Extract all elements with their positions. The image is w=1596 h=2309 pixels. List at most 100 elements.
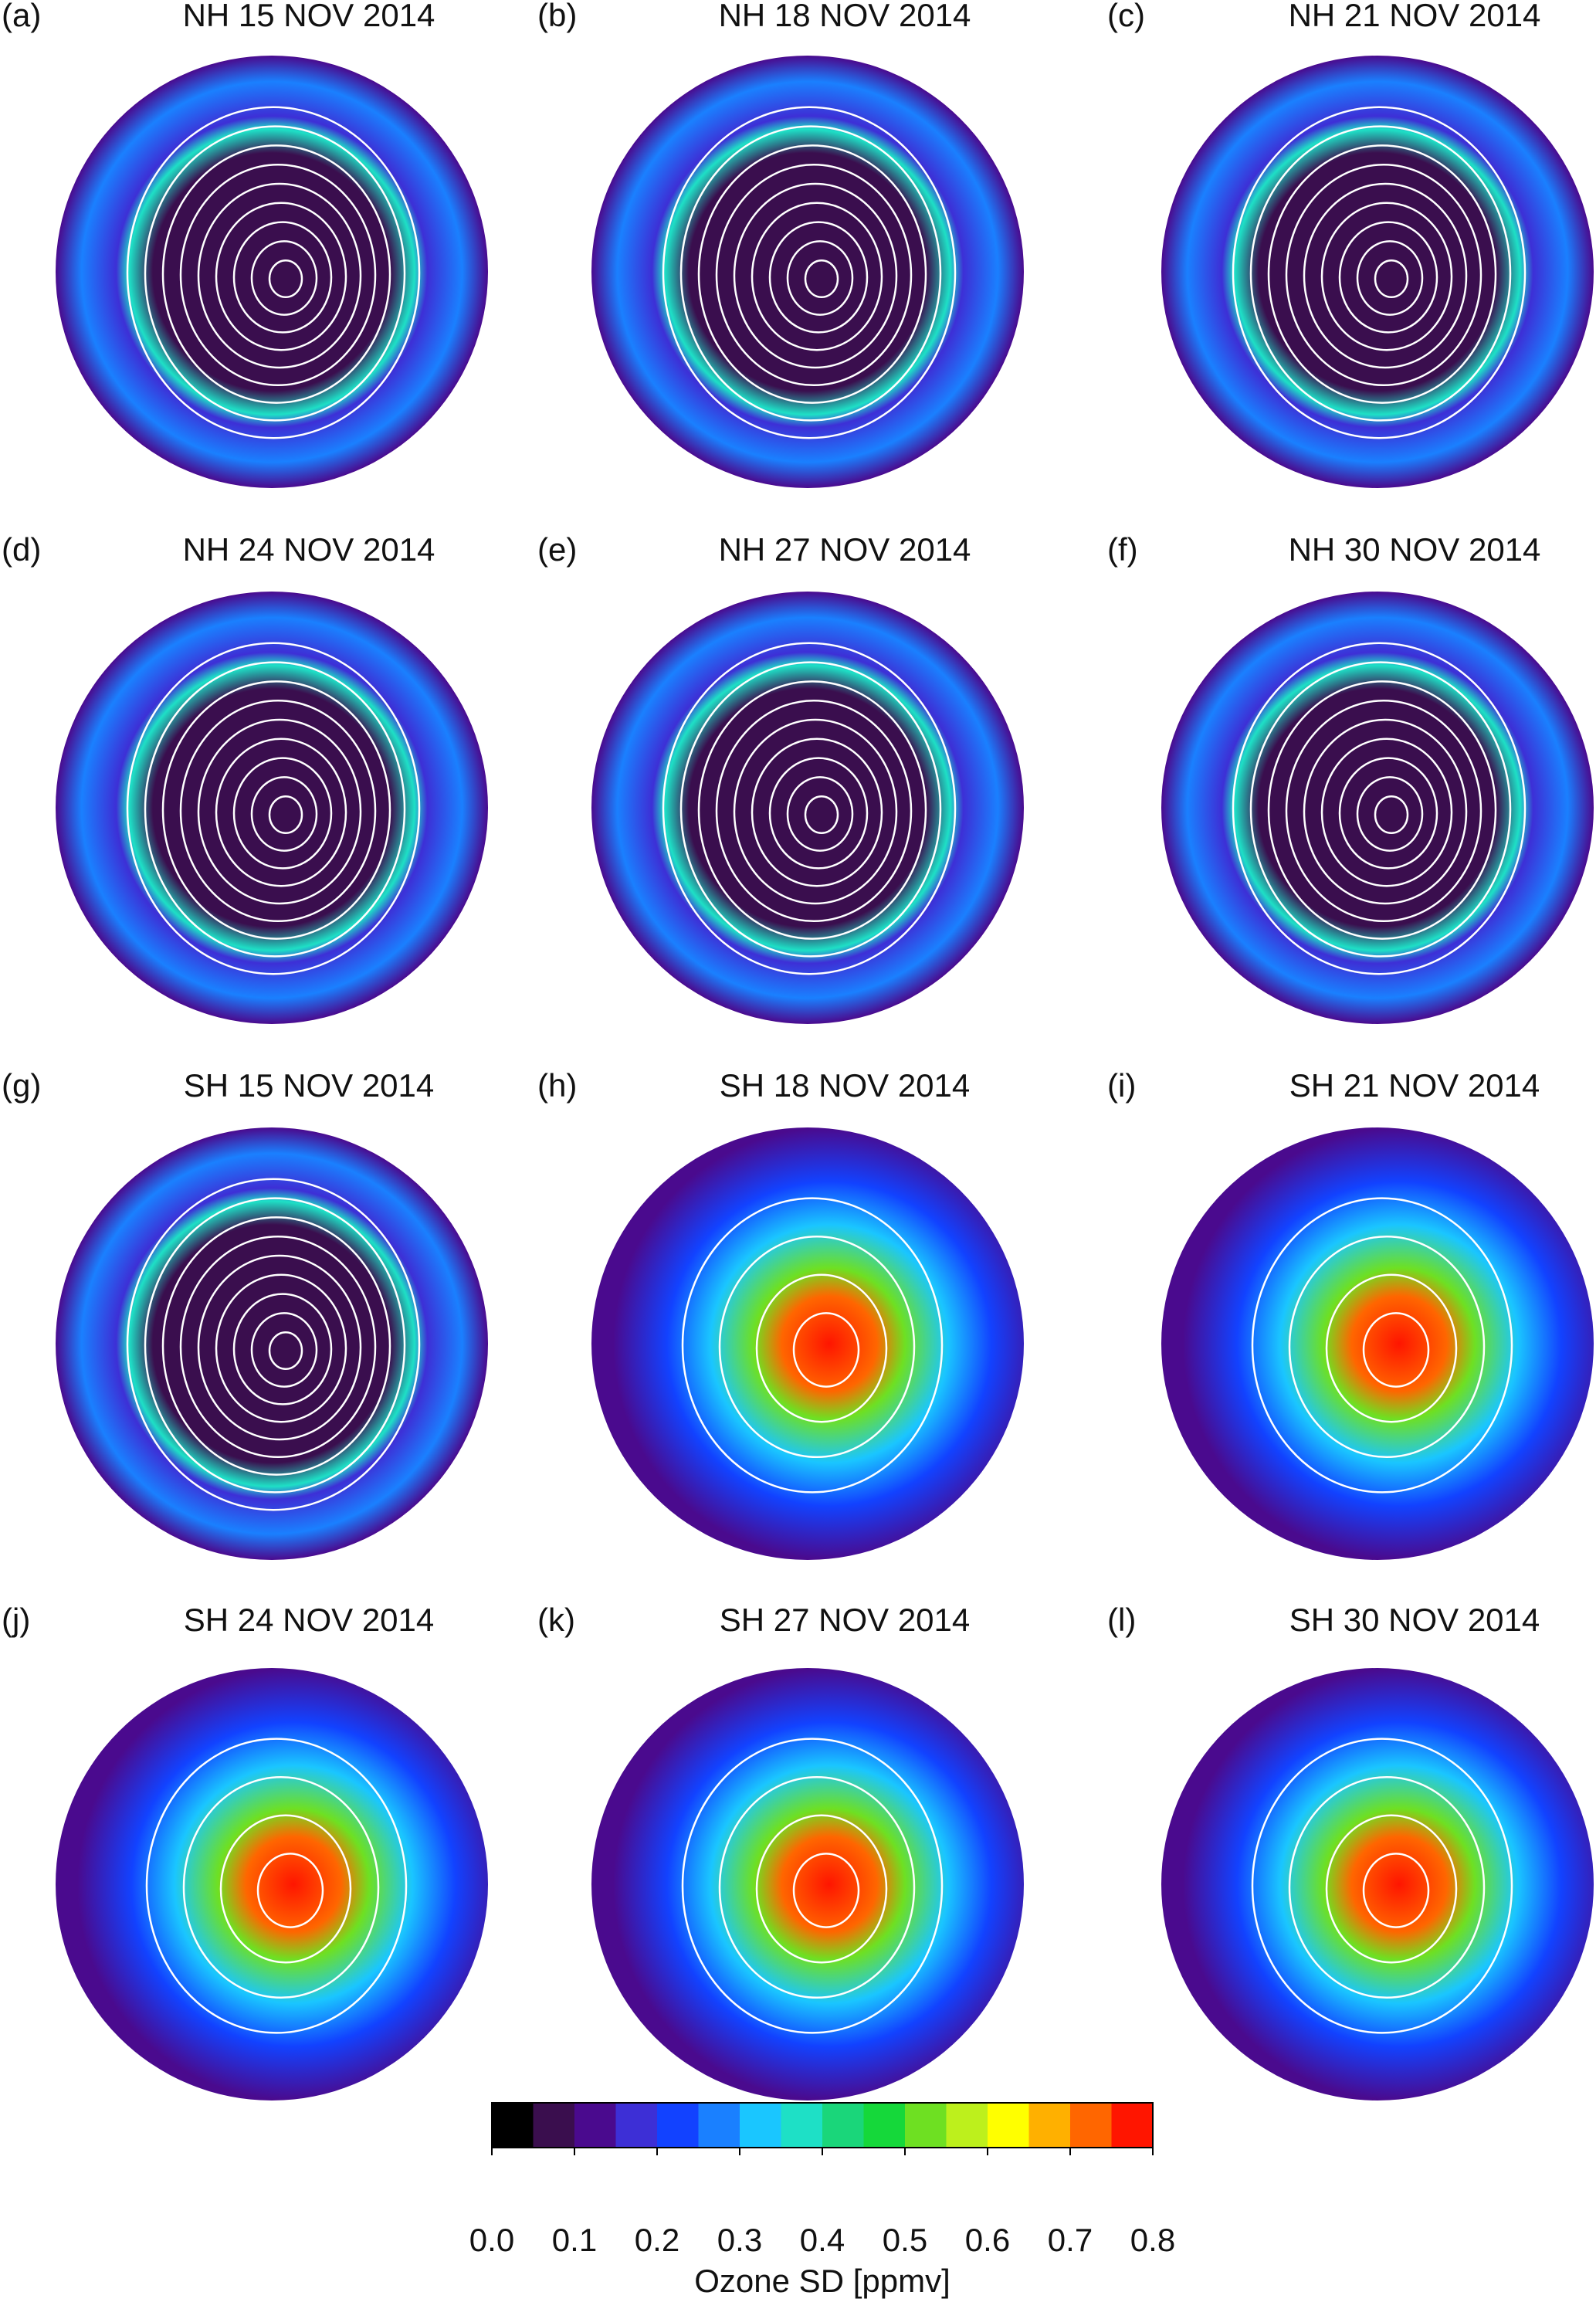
colorbar-tick-label: 0.4 [800, 2222, 845, 2258]
panel-title: NH 24 NOV 2014 [183, 531, 435, 568]
contour-line [697, 144, 927, 404]
colorbar-tick-label: 0.2 [635, 2222, 679, 2258]
contour-line [679, 125, 942, 422]
contour-line [1320, 202, 1453, 351]
panel: (i) SH 21 NOV 2014 [1107, 1067, 1594, 1560]
contour-line [1267, 680, 1497, 940]
panel: (g) SH 15 NOV 2014 [2, 1067, 488, 1560]
colorbar-cell [946, 2103, 988, 2148]
panel-label: (a) [2, 0, 41, 33]
polar-map [56, 1668, 488, 2100]
contour-line [161, 144, 391, 404]
contour-line [144, 125, 406, 422]
contour-line [1362, 1853, 1430, 1928]
polar-map [56, 1127, 488, 1560]
contour-line [755, 1814, 888, 1964]
panel-title: SH 24 NOV 2014 [184, 1602, 435, 1638]
contour-line [786, 776, 854, 852]
contour-line [250, 240, 318, 316]
colorbar-cell [698, 2103, 740, 2148]
contour-line [232, 757, 333, 870]
colorbar-tick-label: 0.3 [717, 2222, 762, 2258]
colorbar-cell [492, 2103, 534, 2148]
contour-line [662, 642, 957, 975]
polar-map [591, 1668, 1024, 2100]
panel: (a) NH 15 NOV 2014 [2, 0, 488, 488]
polar-map [56, 592, 488, 1024]
contour-line [182, 1775, 380, 1999]
panel-title: SH 27 NOV 2014 [720, 1602, 971, 1638]
contour-line [161, 680, 391, 940]
contour-line [792, 1853, 860, 1928]
contour-line [215, 1273, 347, 1423]
contour-line [250, 776, 318, 852]
panel: (e) NH 27 NOV 2014 [537, 531, 1024, 1024]
contour-line [268, 259, 303, 299]
contour-line [768, 757, 869, 870]
contour-line [733, 718, 898, 905]
contour-line [1288, 1775, 1486, 1999]
contour-line [179, 699, 377, 923]
contour-line [681, 1738, 944, 2034]
contour-line [751, 737, 883, 887]
polar-map [591, 56, 1024, 488]
panel-label: (j) [2, 1602, 30, 1638]
panel: (b) NH 18 NOV 2014 [537, 0, 1024, 488]
colorbar-tick-label: 0.6 [965, 2222, 1010, 2258]
contour-line [215, 737, 347, 887]
colorbar-cell [740, 2103, 781, 2148]
panel-label: (h) [537, 1067, 577, 1104]
contour-line [804, 259, 839, 299]
contour-line [1356, 776, 1424, 852]
contour-line [804, 795, 839, 835]
polar-map [591, 1127, 1024, 1560]
contour-line [145, 1738, 408, 2034]
colorbar-tick-label: 0.7 [1048, 2222, 1093, 2258]
panel: (h) SH 18 NOV 2014 [537, 1067, 1024, 1560]
colorbar-tick-label: 0.5 [883, 2222, 927, 2258]
contour-line [126, 106, 421, 439]
panel: (f) NH 30 NOV 2014 [1107, 531, 1594, 1024]
panel-label: (k) [537, 1602, 575, 1638]
polar-map [591, 592, 1024, 1024]
contour-line [1303, 182, 1468, 369]
contour-line [161, 1216, 391, 1476]
polar-map [1161, 592, 1594, 1024]
polar-map [56, 56, 488, 488]
contour-line [232, 1293, 333, 1405]
contour-line [144, 661, 406, 958]
colorbar-cell [1028, 2103, 1071, 2148]
contour-line [219, 1814, 352, 1964]
contour-line [1285, 163, 1482, 387]
panel-label: (e) [537, 531, 577, 568]
panel-title: SH 21 NOV 2014 [1289, 1067, 1540, 1104]
contour-line [268, 1331, 303, 1371]
contour-line [1285, 699, 1482, 923]
contour-line [1362, 1312, 1430, 1388]
contour-line [718, 1235, 916, 1459]
colorbar-tick-label: 0.0 [469, 2222, 514, 2258]
contour-line [681, 1197, 944, 1494]
contour-line [755, 1273, 888, 1423]
contour-line [1320, 737, 1453, 887]
contour-line [197, 182, 362, 369]
contour-line [1267, 144, 1497, 404]
panel-title: NH 27 NOV 2014 [719, 531, 971, 568]
contour-line [662, 106, 957, 439]
colorbar-cell [574, 2103, 616, 2148]
colorbar-cell [1070, 2103, 1112, 2148]
contour-line [1251, 1197, 1513, 1494]
colorbar-cell [657, 2103, 699, 2148]
contour-line [1338, 221, 1438, 334]
contour-line [792, 1312, 860, 1388]
colorbar-cell [863, 2103, 906, 2148]
contour-line [1325, 1814, 1458, 1964]
colorbar-tick-label: 0.1 [552, 2222, 597, 2258]
contour-line [1374, 795, 1409, 835]
contour-line [179, 1235, 377, 1459]
contour-line [1232, 642, 1527, 975]
panel-title: NH 30 NOV 2014 [1289, 531, 1541, 568]
panel-title: SH 15 NOV 2014 [184, 1067, 435, 1104]
colorbar-cell [905, 2103, 947, 2148]
contour-line [718, 1775, 916, 1999]
